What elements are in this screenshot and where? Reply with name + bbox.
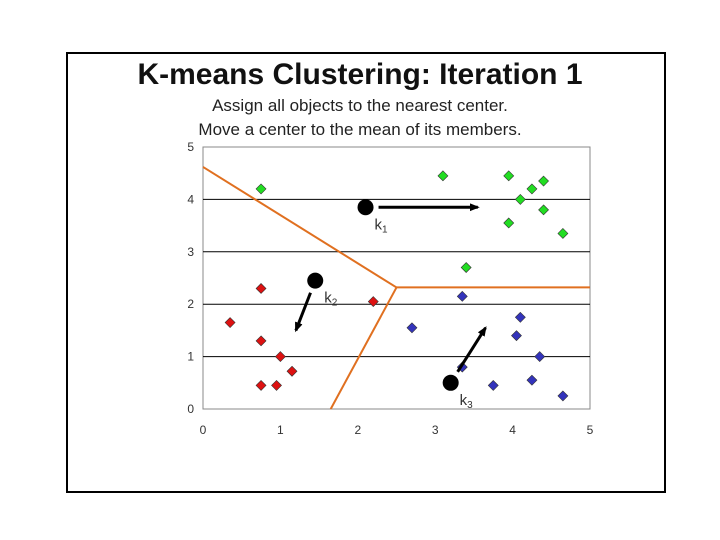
data-point-cluster-1 — [460, 262, 472, 273]
data-point-cluster-3 — [487, 379, 499, 391]
data-point-cluster-3 — [557, 390, 569, 402]
data-point-cluster-3 — [526, 374, 538, 386]
center-label-k1: k1 — [375, 216, 389, 235]
y-tick-label: 2 — [187, 297, 194, 311]
y-tick-label: 1 — [187, 350, 194, 364]
data-point-cluster-2 — [274, 351, 286, 363]
data-point-cluster-1 — [538, 204, 549, 216]
center-label-k3: k3 — [460, 392, 474, 411]
center-move-arrow-3 — [456, 326, 487, 373]
data-point-cluster-2 — [224, 317, 236, 328]
x-tick-label: 2 — [354, 423, 361, 437]
center-move-arrow-2 — [294, 292, 312, 333]
y-tick-label: 4 — [187, 192, 194, 206]
data-point-cluster-1 — [526, 183, 538, 195]
plot-area-border — [202, 146, 591, 410]
data-point-cluster-2 — [367, 296, 379, 308]
data-point-cluster-1 — [503, 217, 515, 229]
cluster-boundary-line — [202, 166, 398, 289]
data-point-cluster-3 — [514, 311, 526, 323]
data-point-cluster-2 — [286, 365, 298, 377]
data-point-cluster-3 — [406, 322, 418, 334]
page-title: K-means Clustering: Iteration 1 — [137, 58, 583, 91]
y-tick-label: 3 — [187, 245, 194, 259]
x-tick-label: 0 — [200, 423, 207, 437]
center-label-k2: k2 — [324, 290, 338, 309]
x-tick-label: 4 — [509, 423, 516, 437]
cluster-center-k3 — [442, 374, 459, 391]
data-point-cluster-3 — [534, 351, 546, 363]
data-point-cluster-2 — [255, 335, 267, 347]
cluster-center-k1 — [357, 199, 374, 216]
data-point-cluster-1 — [538, 175, 549, 187]
data-point-cluster-3 — [456, 290, 468, 302]
data-point-cluster-1 — [514, 193, 526, 205]
data-point-cluster-2 — [271, 379, 282, 391]
data-point-cluster-1 — [437, 170, 449, 182]
subtitle-line-1: Assign all objects to the nearest center… — [212, 96, 508, 115]
data-point-cluster-3 — [511, 330, 522, 342]
x-tick-label: 1 — [277, 423, 284, 437]
slide-frame — [66, 52, 666, 493]
subtitle-line-2: Move a center to the mean of its members… — [198, 120, 522, 139]
x-tick-label: 5 — [587, 423, 594, 437]
data-point-cluster-1 — [255, 183, 267, 195]
y-tick-label: 0 — [187, 402, 194, 416]
data-point-cluster-1 — [557, 228, 569, 239]
cluster-boundary-line — [329, 286, 398, 410]
cluster-center-k2 — [307, 272, 324, 289]
data-point-cluster-1 — [503, 170, 515, 182]
data-point-cluster-2 — [255, 379, 267, 391]
data-point-cluster-2 — [255, 283, 267, 294]
y-tick-label: 5 — [187, 140, 194, 154]
x-tick-label: 3 — [432, 423, 439, 437]
